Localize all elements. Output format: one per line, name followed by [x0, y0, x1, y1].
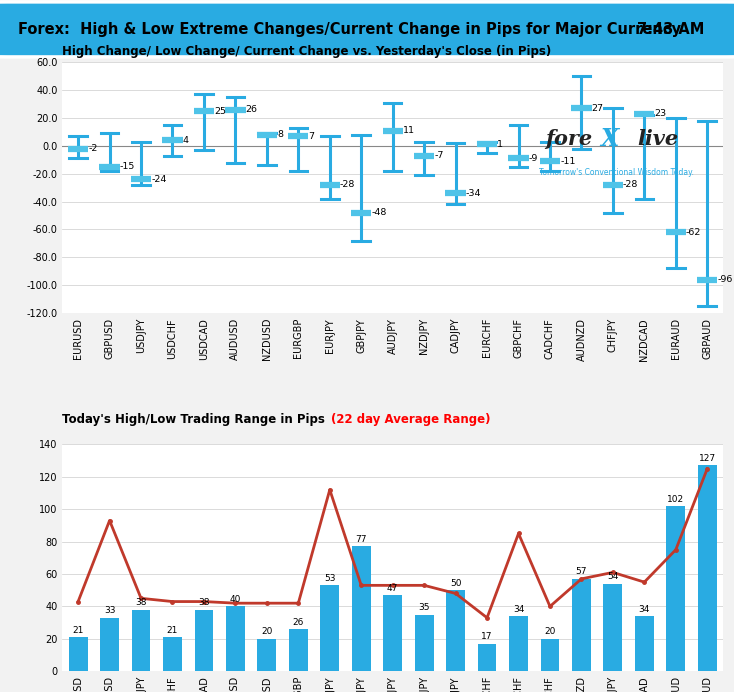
Bar — [320, 585, 339, 671]
Text: 38: 38 — [198, 598, 210, 608]
Text: 21: 21 — [167, 626, 178, 635]
Text: -24: -24 — [151, 175, 167, 184]
Bar — [446, 590, 465, 671]
Bar — [258, 639, 276, 671]
Text: -96: -96 — [717, 275, 733, 284]
Text: 38: 38 — [135, 598, 147, 608]
Text: -62: -62 — [686, 228, 701, 237]
Bar — [226, 606, 245, 671]
Bar — [289, 629, 308, 671]
Bar — [572, 579, 591, 671]
Bar — [698, 466, 716, 671]
Bar — [540, 639, 559, 671]
Text: 23: 23 — [655, 109, 666, 118]
Text: (22 day Average Range): (22 day Average Range) — [330, 413, 490, 426]
Text: -9: -9 — [528, 154, 538, 163]
Text: 33: 33 — [103, 606, 115, 615]
Text: 26: 26 — [293, 618, 304, 627]
Text: 8: 8 — [277, 130, 283, 139]
Text: 53: 53 — [324, 574, 335, 583]
Text: 7: 7 — [308, 131, 314, 140]
Text: live: live — [637, 129, 678, 149]
Text: 35: 35 — [418, 603, 430, 612]
Text: 127: 127 — [699, 454, 716, 463]
Bar — [195, 610, 214, 671]
Bar — [509, 616, 528, 671]
Bar — [478, 644, 496, 671]
Text: -15: -15 — [120, 162, 135, 171]
Text: -7: -7 — [435, 151, 443, 160]
Text: 20: 20 — [545, 628, 556, 637]
Text: 47: 47 — [387, 583, 399, 592]
Text: 27: 27 — [592, 104, 603, 113]
Text: 34: 34 — [513, 605, 524, 614]
Text: 26: 26 — [245, 105, 258, 114]
Text: -48: -48 — [371, 208, 387, 217]
Text: -34: -34 — [465, 189, 482, 198]
Text: -2: -2 — [88, 144, 98, 153]
Text: 20: 20 — [261, 628, 272, 637]
Text: 17: 17 — [482, 632, 493, 641]
Bar — [603, 584, 622, 671]
Text: -28: -28 — [340, 181, 355, 190]
Text: High Change/ Low Change/ Current Change vs. Yesterday's Close (in Pips): High Change/ Low Change/ Current Change … — [62, 46, 552, 58]
Text: 25: 25 — [214, 107, 226, 116]
Text: 21: 21 — [73, 626, 84, 635]
Bar — [666, 506, 686, 671]
Bar — [131, 610, 150, 671]
Text: Tomorrow's Conventional Wisdom Today.: Tomorrow's Conventional Wisdom Today. — [539, 167, 694, 176]
Text: Forex:  High & Low Extreme Changes/Current Change in Pips for Major Currency: Forex: High & Low Extreme Changes/Curren… — [18, 22, 681, 37]
Text: 11: 11 — [403, 126, 415, 135]
Text: X: X — [600, 127, 619, 151]
Bar — [69, 637, 87, 671]
Bar — [163, 637, 182, 671]
Text: 7:43 AM: 7:43 AM — [636, 22, 704, 37]
Text: 40: 40 — [230, 595, 241, 604]
Bar — [383, 595, 402, 671]
Text: 102: 102 — [667, 495, 684, 504]
Text: 4: 4 — [183, 136, 189, 145]
Text: 57: 57 — [575, 567, 587, 576]
Text: 77: 77 — [355, 535, 367, 544]
Bar — [415, 614, 434, 671]
Text: fore: fore — [545, 129, 592, 149]
Bar — [100, 618, 119, 671]
Text: Today's High/Low Trading Range in Pips: Today's High/Low Trading Range in Pips — [62, 413, 330, 426]
Bar — [635, 616, 654, 671]
Text: -11: -11 — [560, 156, 575, 165]
Text: -28: -28 — [623, 181, 639, 190]
FancyBboxPatch shape — [0, 2, 734, 57]
Text: 34: 34 — [639, 605, 650, 614]
Text: 50: 50 — [450, 579, 462, 588]
Text: 54: 54 — [607, 572, 619, 581]
Bar — [352, 547, 371, 671]
Text: 1: 1 — [497, 140, 503, 149]
